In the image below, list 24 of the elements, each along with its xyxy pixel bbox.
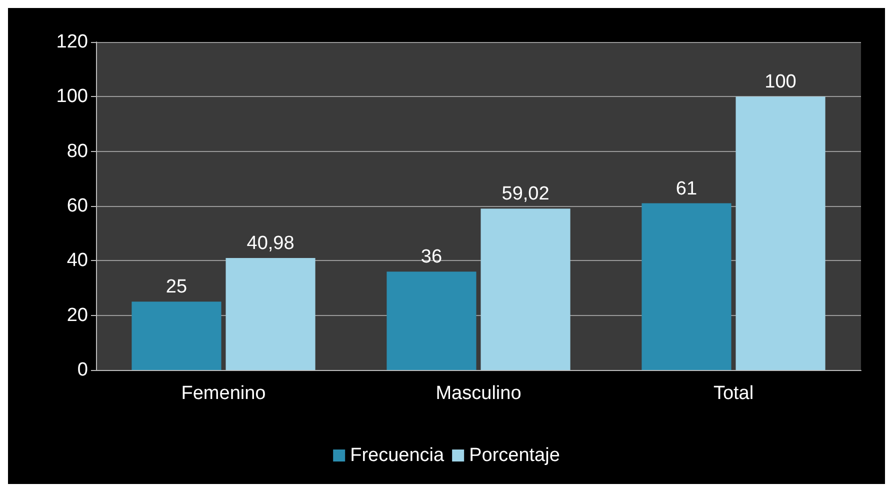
y-tick-label: 120 [56,32,88,52]
y-tick-label: 0 [77,360,88,380]
y-tick-label: 80 [66,140,88,162]
bar [132,302,222,370]
y-tick-label: 20 [66,304,88,326]
data-label: 25 [166,276,188,298]
y-tick-label: 40 [66,250,88,272]
data-label: 36 [420,246,442,268]
legend-label: Porcentaje [469,445,560,466]
x-tick-label: Masculino [436,383,522,404]
bar [480,208,570,370]
x-tick-label: Total [713,383,754,404]
bar [642,203,732,370]
data-label: 40,98 [246,232,294,254]
bar [736,96,826,370]
data-label: 61 [676,178,698,200]
data-label: 59,02 [502,184,550,205]
x-tick-label: Femenino [181,383,266,404]
bar [386,272,476,370]
bar [226,258,316,370]
legend-label: Frecuencia [350,445,445,466]
y-tick-label: 60 [66,196,88,216]
data-label: 100 [764,72,796,93]
y-tick-label: 100 [56,86,88,108]
